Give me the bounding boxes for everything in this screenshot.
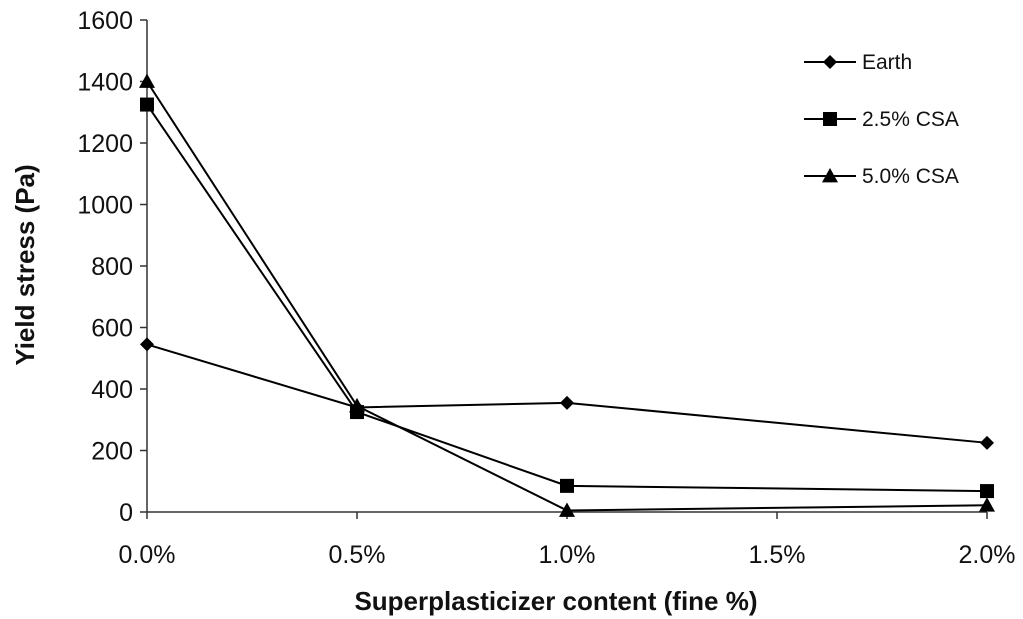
legend-marker-triangle [822, 168, 838, 183]
series-line [146, 103, 988, 493]
series-square [140, 97, 994, 499]
ticks: 0 200 400 600 800 1000 1200 1400 1600 0.0% 0.5% 1.0… [77, 7, 1015, 569]
series-triangle [139, 73, 995, 517]
data-point-triangle [349, 397, 365, 413]
data-point-diamond [980, 435, 994, 450]
data-point-square [980, 484, 994, 499]
series-diamond [140, 337, 994, 450]
axes [146, 20, 987, 513]
data-point-diamond [560, 395, 574, 410]
y-tick-label: 1600 [77, 7, 133, 35]
legend-label: 2.5% CSA [862, 108, 959, 131]
data-point-triangle [979, 497, 995, 512]
legend-item: 5.0% CSA [804, 165, 959, 188]
x-tick-label: 0.5% [329, 541, 386, 569]
y-axis-title: Yield stress (Pa) [10, 164, 40, 365]
legend-marker-square [823, 112, 837, 126]
data-point-square [140, 97, 154, 112]
data-point-square [560, 478, 574, 493]
x-tick-label: 0.0% [119, 541, 176, 569]
legend-marker-diamond [823, 55, 837, 69]
y-tick-label: 400 [91, 376, 133, 404]
y-tick-label: 200 [91, 438, 133, 466]
y-tick-label: 1000 [77, 192, 133, 220]
series-line [146, 343, 988, 444]
data-point-diamond [140, 337, 154, 352]
y-tick-label: 800 [91, 253, 133, 281]
series-layer [139, 73, 995, 517]
legend: Earth 2.5% CSA 5.0% CSA [804, 51, 959, 188]
y-tick-label: 600 [91, 315, 133, 343]
legend-item: 2.5% CSA [804, 108, 959, 131]
data-point-triangle [559, 502, 575, 517]
x-tick-label: 2.0% [959, 541, 1016, 569]
legend-label: 5.0% CSA [862, 165, 959, 188]
y-tick-label: 1400 [77, 69, 133, 97]
data-point-triangle [139, 73, 155, 88]
x-axis-title: Superplasticizer content (fine %) [354, 586, 757, 616]
x-tick-label: 1.0% [539, 541, 596, 569]
x-tick-label: 1.5% [749, 541, 806, 569]
series-line [146, 80, 988, 512]
legend-item: Earth [804, 51, 912, 74]
y-tick-label: 1200 [77, 130, 133, 158]
legend-label: Earth [862, 51, 912, 74]
y-tick-label: 0 [119, 499, 133, 527]
